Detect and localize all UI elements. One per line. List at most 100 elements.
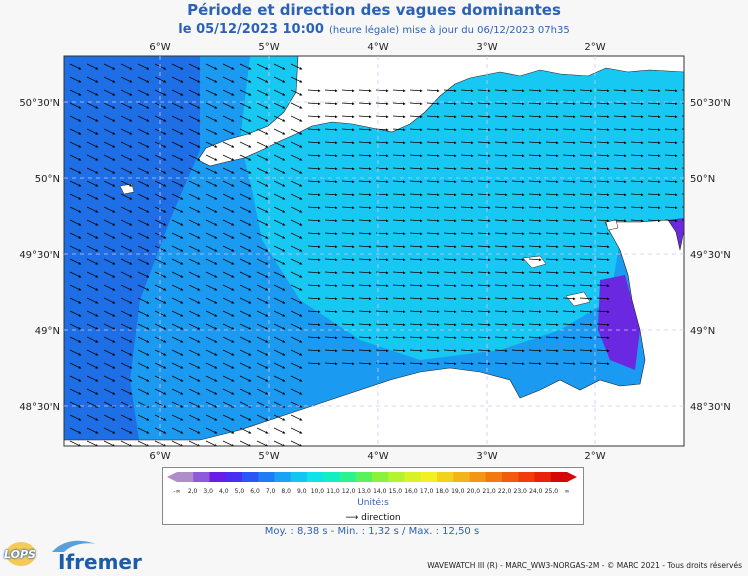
- direction-arrow: [222, 271, 235, 278]
- direction-arrow: [120, 349, 133, 356]
- direction-arrow: [341, 271, 355, 275]
- direction-arrow: [239, 414, 252, 421]
- direction-arrow: [103, 414, 116, 421]
- direction-arrow: [256, 349, 269, 356]
- direction-arrow: [528, 323, 542, 327]
- direction-arrow: [86, 89, 99, 96]
- direction-arrow: [613, 206, 627, 210]
- direction-arrow: [154, 180, 167, 187]
- direction-arrow: [154, 76, 167, 83]
- direction-arrow: [171, 336, 184, 343]
- direction-arrow: [545, 115, 559, 119]
- direction-arrow: [596, 141, 610, 145]
- direction-arrow: [171, 440, 184, 446]
- direction-arrow: [188, 323, 201, 330]
- direction-arrow: [341, 180, 355, 184]
- direction-arrow: [69, 63, 82, 70]
- color-scale-ticks: -∞ 2,0 3,0 4,0 5,0 6,0 7,0 8,0 9,0 10,0 11,0 12,0 13…: [173, 488, 569, 495]
- direction-arrow: [256, 89, 269, 96]
- direction-arrow: [426, 154, 440, 158]
- direction-arrow: [69, 375, 82, 382]
- direction-arrow: [86, 284, 99, 291]
- direction-arrow: [307, 167, 321, 171]
- arrow-right-icon: ⟶: [345, 513, 359, 523]
- direction-arrow: [171, 219, 184, 226]
- direction-arrow: [120, 258, 133, 265]
- legend-color-swatch: [258, 472, 275, 482]
- direction-arrow: [256, 63, 269, 70]
- direction-arrow: [562, 271, 576, 275]
- direction-arrow: [86, 180, 99, 187]
- direction-arrow: [392, 271, 406, 275]
- direction-arrow: [290, 141, 303, 148]
- direction-arrow: [69, 414, 82, 421]
- lon-label-top: 3°W: [476, 42, 497, 53]
- direction-arrow: [596, 89, 610, 93]
- direction-arrow: [171, 128, 184, 135]
- direction-arrow: [137, 362, 150, 369]
- direction-arrow: [171, 89, 184, 96]
- direction-arrow: [443, 115, 457, 119]
- direction-arrow: [256, 193, 269, 200]
- direction-arrow: [256, 310, 269, 317]
- direction-arrow: [222, 258, 235, 265]
- direction-arrow: [205, 76, 218, 83]
- direction-arrow: [256, 323, 269, 330]
- direction-arrow: [494, 297, 508, 301]
- direction-arrow: [443, 258, 457, 262]
- direction-arrow: [443, 102, 457, 106]
- direction-arrow: [273, 310, 286, 317]
- lat-label-left: 50°N: [35, 174, 60, 185]
- direction-arrow: [511, 258, 525, 262]
- direction-arrow: [443, 89, 457, 93]
- direction-arrow: [120, 388, 133, 395]
- direction-arrow: [409, 297, 423, 301]
- forecast-date: le 05/12/2023 10:00: [178, 22, 324, 37]
- direction-arrow: [188, 440, 201, 446]
- lat-label-right: 50°30'N: [690, 98, 731, 109]
- map-frame: [63, 55, 685, 447]
- direction-arrow: [69, 206, 82, 213]
- direction-arrow: [579, 206, 593, 210]
- direction-arrow: [358, 362, 372, 366]
- lon-label-top: 6°W: [149, 42, 170, 53]
- direction-arrow: [239, 63, 252, 70]
- direction-arrow: [630, 128, 644, 132]
- direction-arrow: [239, 440, 252, 446]
- direction-arrow: [239, 128, 252, 135]
- direction-arrow: [137, 128, 150, 135]
- direction-arrow: [120, 414, 133, 421]
- direction-arrow: [494, 167, 508, 171]
- direction-arrow: [358, 206, 372, 210]
- direction-arrow: [358, 128, 372, 132]
- legend-tick-label: 23,0: [514, 488, 528, 495]
- direction-arrow: [171, 115, 184, 122]
- lat-label-left: 48°30'N: [19, 402, 60, 413]
- direction-arrow: [120, 63, 133, 70]
- direction-arrow: [613, 89, 627, 93]
- legend-color-swatch: [404, 472, 422, 482]
- legend-color-swatch: [323, 472, 340, 482]
- direction-arrow: [307, 297, 321, 301]
- direction-arrow: [137, 89, 150, 96]
- direction-arrow: [443, 245, 457, 249]
- direction-arrow: [426, 297, 440, 301]
- direction-arrow: [290, 128, 303, 135]
- direction-arrow: [188, 258, 201, 265]
- direction-arrow: [443, 310, 457, 314]
- direction-arrow: [222, 76, 235, 83]
- direction-arrow: [477, 258, 491, 262]
- direction-arrow: [562, 180, 576, 184]
- direction-arrow: [579, 297, 593, 301]
- direction-arrow: [290, 323, 303, 330]
- direction-arrow: [222, 388, 235, 395]
- direction-arrow: [154, 362, 167, 369]
- direction-arrow: [69, 167, 82, 174]
- direction-arrow: [239, 232, 252, 239]
- direction-arrow: [392, 206, 406, 210]
- direction-arrow: [596, 362, 610, 366]
- direction-arrow: [358, 258, 372, 262]
- direction-arrow: [562, 232, 576, 236]
- direction-arrow: [392, 336, 406, 340]
- direction-arrow: [477, 206, 491, 210]
